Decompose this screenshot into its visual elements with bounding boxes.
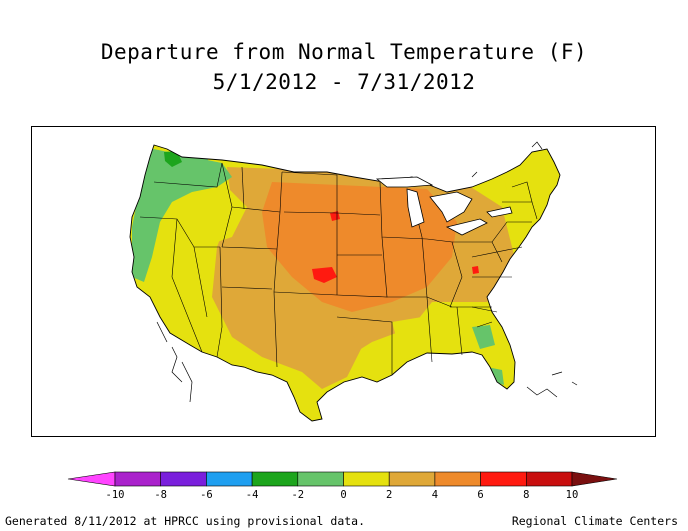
legend-tick-label: -2 (291, 489, 304, 501)
legend-tick-label: 2 (386, 489, 392, 501)
color-scale-legend: -10 -8 -6 -4 -2 0 2 4 6 8 10 (67, 471, 618, 501)
map-date-range: 5/1/2012 - 7/31/2012 (212, 70, 476, 94)
legend-bin (343, 471, 390, 487)
legend-tick-label: 8 (523, 489, 529, 501)
coastline-details (156, 141, 578, 403)
legend-tick-label: 6 (477, 489, 483, 501)
state-boundaries (139, 162, 538, 375)
legend-bin (297, 471, 344, 487)
legend-tick-label: -6 (200, 489, 213, 501)
legend-bin (434, 471, 481, 487)
legend-bin (160, 471, 207, 487)
map-frame (31, 126, 656, 437)
legend-bin (525, 471, 573, 487)
legend-bin (388, 471, 436, 487)
legend-tick-label: -8 (154, 489, 167, 501)
source-credit: Regional Climate Centers (511, 514, 678, 528)
legend-tick-label: 4 (432, 489, 438, 501)
great-lakes (375, 176, 513, 236)
map-title: Departure from Normal Temperature (F) (100, 40, 588, 64)
legend-bin (480, 471, 527, 487)
legend-bin (206, 471, 253, 487)
us-temperature-map (129, 141, 578, 422)
legend-tick-label: -10 (106, 489, 125, 501)
legend-bin (571, 471, 618, 487)
legend-tick-label: 0 (340, 489, 346, 501)
legend-bin (251, 471, 299, 487)
generated-note: Generated 8/11/2012 at HPRCC using provi… (5, 514, 366, 528)
legend-tick-label: 10 (566, 489, 579, 501)
temperature-shading (130, 145, 560, 421)
legend-bin (67, 471, 116, 487)
legend-tick-label: -4 (246, 489, 259, 501)
legend-bin (114, 471, 162, 487)
